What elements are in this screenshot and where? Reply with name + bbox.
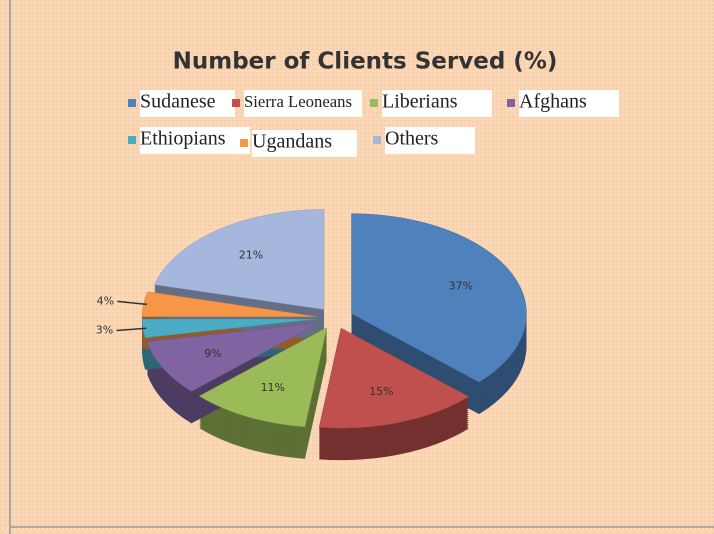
legend-swatch bbox=[240, 139, 248, 147]
leader-line bbox=[116, 327, 147, 332]
legend-swatch bbox=[128, 136, 136, 144]
value-label: 37% bbox=[449, 280, 473, 293]
legend-label: Ugandans bbox=[252, 131, 332, 153]
legend-box bbox=[140, 127, 250, 154]
legend-swatch bbox=[232, 99, 240, 107]
legend-box bbox=[252, 130, 357, 157]
value-label: 4% bbox=[97, 294, 114, 307]
legend-label: Liberians bbox=[382, 91, 458, 113]
legend-label: Sudanese bbox=[140, 91, 216, 113]
slice bbox=[318, 327, 470, 429]
value-label: 21% bbox=[239, 249, 263, 262]
legend-box bbox=[385, 127, 475, 154]
legend-swatch bbox=[128, 99, 136, 107]
slice bbox=[146, 322, 320, 392]
chart-title: Number of Clients Served (%) bbox=[173, 49, 558, 75]
legend-label: Afghans bbox=[519, 91, 587, 113]
slice bbox=[351, 213, 527, 383]
legend-box bbox=[382, 90, 492, 117]
legend-swatch bbox=[373, 136, 381, 144]
slice bbox=[154, 209, 325, 310]
leader-line bbox=[117, 300, 148, 306]
legend-label: Others bbox=[385, 128, 439, 150]
legend-label: Ethiopians bbox=[140, 128, 226, 150]
legend-box bbox=[519, 90, 619, 117]
value-label: 11% bbox=[261, 381, 285, 394]
legend-box bbox=[140, 90, 235, 117]
value-label: 15% bbox=[369, 385, 393, 398]
value-label: 3% bbox=[96, 323, 113, 336]
legend-box bbox=[244, 90, 362, 117]
legend-swatch bbox=[507, 99, 515, 107]
value-label: 9% bbox=[204, 347, 221, 360]
legend-swatch bbox=[370, 99, 378, 107]
legend-label: Sierra Leoneans bbox=[244, 92, 352, 111]
slice bbox=[198, 327, 328, 428]
